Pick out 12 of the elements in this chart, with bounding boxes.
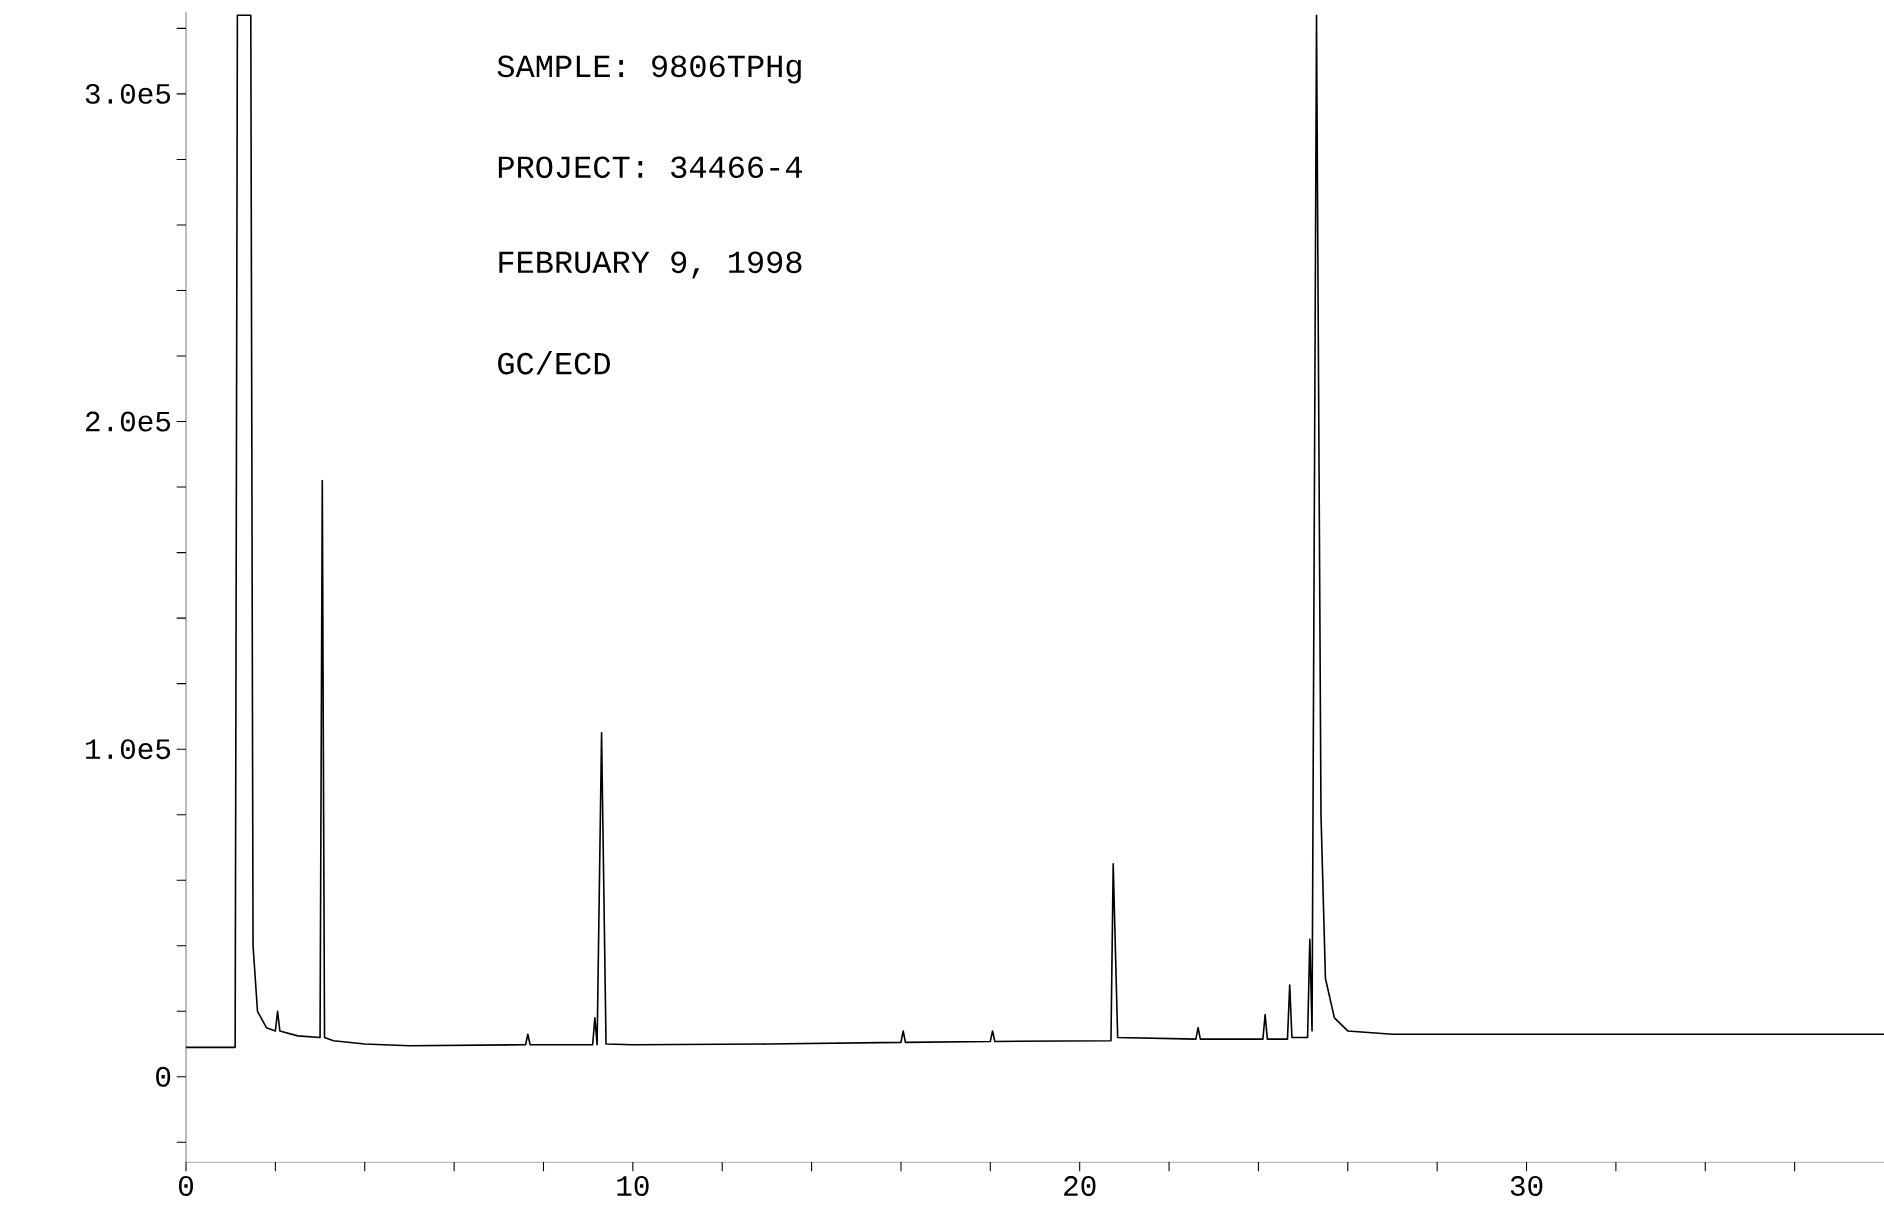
annotation: FEBRUARY 9, 1998	[499, 251, 802, 279]
annotation: PROJECT: 34466-4	[498, 156, 802, 179]
x-tick-label: 0	[178, 1176, 194, 1196]
x-tick-label: 30	[1510, 1176, 1543, 1196]
y-tick-label: 3.0e5	[85, 83, 171, 104]
y-tick-label: 2.0e5	[86, 411, 171, 432]
annotation: GC/ECD	[498, 350, 610, 375]
annotation: SAMPLE: 9806TPHg	[497, 55, 801, 84]
y-tick-label: 0	[156, 1066, 171, 1087]
y-tick-label: 1.0e5	[86, 739, 171, 760]
x-tick-label: 20	[1064, 1176, 1096, 1196]
x-tick-label: 10	[617, 1176, 649, 1196]
